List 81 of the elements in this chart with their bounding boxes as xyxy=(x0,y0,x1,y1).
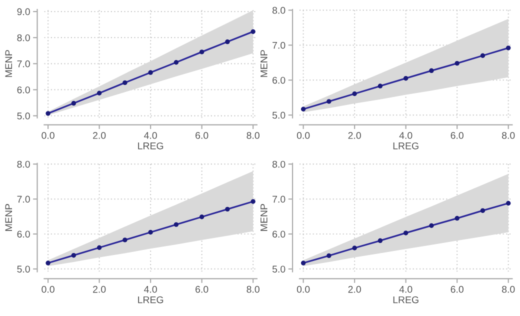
point xyxy=(199,50,204,54)
point xyxy=(378,238,383,244)
point xyxy=(454,216,460,221)
point xyxy=(352,246,357,250)
point xyxy=(174,60,179,65)
y-axis-title: MENP xyxy=(5,204,12,231)
x-tick-label: 8.0 xyxy=(502,286,515,293)
point xyxy=(96,90,102,96)
y-tick-label: 7.0 xyxy=(272,196,286,203)
point xyxy=(403,76,408,81)
point xyxy=(148,70,153,75)
x-tick-label: 0.0 xyxy=(296,286,310,293)
point xyxy=(250,199,256,204)
point xyxy=(326,253,332,258)
x-tick-label: 0.0 xyxy=(42,286,54,293)
point xyxy=(480,53,486,58)
x-axis-title: LREG xyxy=(138,296,164,304)
y-tick-label: 6.0 xyxy=(272,76,286,84)
y-tick-label: 7.0 xyxy=(17,60,30,68)
point xyxy=(403,230,408,236)
point xyxy=(300,106,306,112)
y-axis-title: MENP xyxy=(260,50,268,77)
x-tick-label: 8.0 xyxy=(502,132,515,139)
y-tick-label: 6.0 xyxy=(17,86,30,94)
point xyxy=(506,200,511,206)
x-tick-label: 4.0 xyxy=(399,132,412,139)
x-tick-label: 8.0 xyxy=(246,286,260,293)
point xyxy=(46,111,50,116)
point xyxy=(174,222,179,227)
point xyxy=(378,84,383,88)
y-tick-label: 9.0 xyxy=(17,8,30,16)
x-tick-label: 6.0 xyxy=(450,132,464,139)
x-axis-title: LREG xyxy=(393,142,418,150)
y-tick-label: 5.0 xyxy=(272,266,286,273)
x-tick-label: 4.0 xyxy=(399,286,412,293)
y-tick-label: 5.0 xyxy=(17,266,30,273)
point xyxy=(148,230,153,235)
point xyxy=(300,260,306,266)
y-tick-label: 5.0 xyxy=(17,112,30,120)
x-tick-label: 2.0 xyxy=(93,286,106,293)
point xyxy=(454,60,460,66)
y-tick-label: 8.0 xyxy=(17,34,30,42)
y-tick-label: 8.0 xyxy=(272,6,286,14)
point xyxy=(199,214,204,220)
x-tick-label: 8.0 xyxy=(246,132,260,139)
point xyxy=(96,245,102,250)
x-axis-title: LREG xyxy=(393,296,418,304)
x-tick-label: 2.0 xyxy=(93,132,106,139)
x-tick-label: 4.0 xyxy=(144,286,157,293)
y-tick-label: 6.0 xyxy=(17,230,30,238)
point xyxy=(122,80,128,86)
x-tick-label: 2.0 xyxy=(348,286,361,293)
point xyxy=(122,238,128,242)
y-tick-label: 7.0 xyxy=(17,196,30,203)
point xyxy=(250,29,256,34)
x-tick-label: 0.0 xyxy=(42,132,54,139)
point xyxy=(429,68,434,74)
x-tick-label: 2.0 xyxy=(348,132,361,139)
x-tick-label: 0.0 xyxy=(296,132,310,139)
y-tick-label: 8.0 xyxy=(17,160,30,168)
y-tick-label: 6.0 xyxy=(272,230,286,238)
x-tick-label: 6.0 xyxy=(196,286,208,293)
x-tick-label: 4.0 xyxy=(144,132,157,139)
point xyxy=(429,223,434,228)
point xyxy=(506,46,511,50)
x-axis-title: LREG xyxy=(138,142,164,150)
point xyxy=(326,99,332,104)
y-tick-label: 7.0 xyxy=(272,42,286,49)
x-tick-label: 6.0 xyxy=(196,132,208,139)
point xyxy=(225,39,230,44)
point xyxy=(71,252,76,258)
point xyxy=(71,100,76,106)
y-tick-label: 5.0 xyxy=(272,112,286,119)
y-tick-label: 8.0 xyxy=(272,160,286,168)
y-axis-title: MENP xyxy=(5,50,12,77)
point xyxy=(352,91,357,96)
y-axis-title: MENP xyxy=(260,204,268,231)
point xyxy=(480,208,486,213)
point xyxy=(225,206,230,212)
point xyxy=(46,260,50,266)
x-tick-label: 6.0 xyxy=(450,286,464,293)
